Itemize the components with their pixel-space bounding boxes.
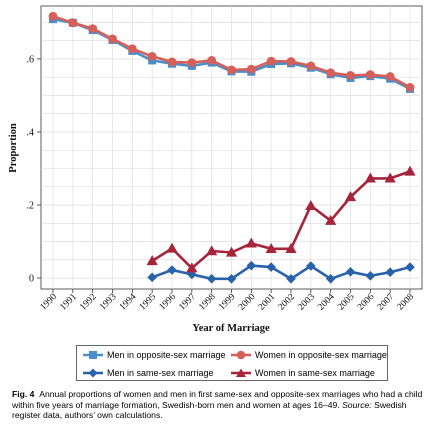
x-tick-label: 2006 <box>356 292 377 313</box>
data-point <box>187 269 197 280</box>
x-tick-label: 1993 <box>98 292 119 313</box>
data-point <box>146 255 158 266</box>
data-point <box>108 34 117 44</box>
x-tick-label: 2002 <box>277 292 298 313</box>
data-point <box>206 273 217 284</box>
caption-text: Annual proportions of women and men in f… <box>12 389 423 410</box>
data-point <box>325 214 337 225</box>
x-tick-label: 2000 <box>237 292 258 313</box>
data-point <box>226 273 237 284</box>
y-tick-label: .4 <box>27 127 35 138</box>
data-point <box>385 267 395 278</box>
data-point <box>326 68 336 78</box>
data-point <box>207 56 217 65</box>
x-tick-label: 1990 <box>39 292 60 313</box>
x-axis-label: Year of Marriage <box>192 323 270 334</box>
data-point <box>265 243 277 254</box>
data-point <box>385 72 395 81</box>
x-tick-label: 1997 <box>177 292 198 313</box>
x-tick-label: 2001 <box>257 292 278 313</box>
data-point <box>225 246 238 257</box>
data-point <box>246 260 257 271</box>
data-point <box>206 245 218 256</box>
data-point <box>187 58 197 67</box>
x-tick-label: 2008 <box>396 292 417 313</box>
grid <box>41 6 422 289</box>
x-tick-label: 1994 <box>118 292 139 313</box>
data-point <box>88 24 98 34</box>
legend-item-men-opposite: Men in opposite-sex marriage <box>77 346 226 364</box>
series-triangle <box>146 165 416 273</box>
x-tick-label: 2003 <box>296 292 317 313</box>
y-tick-label: .2 <box>27 201 35 212</box>
source-label: Source: <box>342 399 372 410</box>
data-point <box>286 273 296 284</box>
data-point <box>346 70 355 80</box>
data-point <box>384 172 396 183</box>
legend-label: Men in opposite-sex marriage <box>107 350 226 360</box>
data-point <box>305 199 317 210</box>
data-point <box>365 271 376 281</box>
legend-item-women-same: Women in same-sex marriage <box>225 364 385 381</box>
triangle-marker-icon <box>231 368 251 377</box>
square-marker-icon <box>83 351 103 359</box>
data-point <box>48 11 58 21</box>
data-point <box>306 261 316 271</box>
data-point <box>365 70 375 80</box>
diamond-marker-icon <box>83 368 103 377</box>
series-circle <box>48 11 415 92</box>
data-point <box>345 267 356 277</box>
x-tick-label: 1999 <box>217 292 238 313</box>
x-tick-label: 1998 <box>197 292 218 313</box>
x-tick-label: 1991 <box>58 292 79 313</box>
x-tick-label: 1992 <box>78 292 99 313</box>
series-diamond <box>147 260 415 284</box>
legend-item-women-opposite: Women in opposite-sex marriage <box>225 346 387 364</box>
data-point <box>405 262 415 272</box>
x-tick-label: 2007 <box>376 292 397 313</box>
data-point <box>306 61 316 71</box>
data-point <box>266 56 276 66</box>
y-tick-label: .6 <box>27 54 35 65</box>
data-point <box>404 165 416 176</box>
y-tick-label: 0 <box>29 274 34 285</box>
data-point <box>167 265 177 275</box>
x-tick-label: 1996 <box>158 292 179 313</box>
data-point <box>344 191 357 202</box>
data-point <box>325 273 336 284</box>
x-tick-label: 2004 <box>316 292 337 313</box>
legend-item-men-same: Men in same-sex marriage <box>77 364 225 381</box>
data-point <box>285 243 297 254</box>
data-point <box>167 57 177 67</box>
data-point <box>186 262 198 273</box>
x-tick-label: 1995 <box>138 292 159 313</box>
data-point <box>227 65 236 75</box>
data-point <box>166 242 178 253</box>
data-point <box>147 51 157 61</box>
x-tick-label: 2005 <box>336 292 357 313</box>
data-point <box>364 172 376 183</box>
data-point <box>127 44 137 54</box>
legend-label: Women in same-sex marriage <box>255 367 375 378</box>
legend: Men in opposite-sex marriage Women in op… <box>76 345 388 381</box>
source-text: Swedish register data, authors’ own calc… <box>12 399 407 421</box>
data-point <box>266 262 276 272</box>
data-point <box>147 272 157 283</box>
legend-label: Men in same-sex marriage <box>107 367 214 378</box>
y-axis-label: Proportion <box>8 123 19 173</box>
figure-caption: Fig. 4 Annual proportions of women and m… <box>12 389 424 421</box>
data-point <box>68 18 78 28</box>
circle-marker-icon <box>231 350 251 360</box>
data-point <box>405 83 415 92</box>
legend-label: Women in opposite-sex marriage <box>255 350 387 360</box>
series-layer <box>48 11 416 284</box>
data-point <box>246 64 256 74</box>
figure-label: Fig. 4 <box>12 389 35 399</box>
data-point <box>286 57 296 66</box>
data-point <box>245 237 257 248</box>
